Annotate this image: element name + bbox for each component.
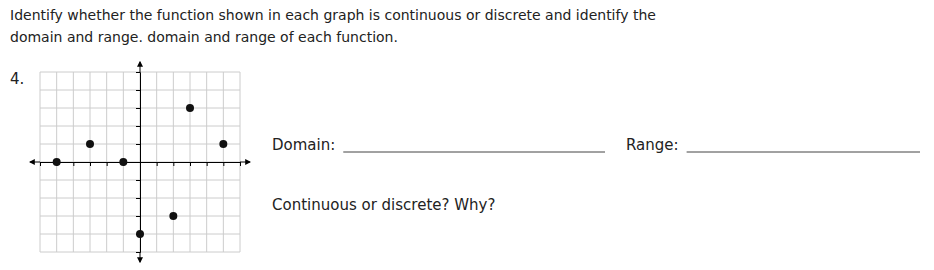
tick xyxy=(107,162,108,166)
tick xyxy=(136,72,140,73)
domain-label: Domain: xyxy=(272,136,335,154)
tick xyxy=(136,126,140,127)
points xyxy=(53,104,228,238)
tick-mark xyxy=(136,162,140,163)
point xyxy=(186,104,194,112)
tick xyxy=(173,162,174,166)
answer-line xyxy=(687,152,920,153)
point xyxy=(86,140,94,148)
tick xyxy=(40,162,41,166)
tick-mark xyxy=(136,180,140,181)
y-axis xyxy=(136,73,141,253)
tick-mark xyxy=(107,162,108,166)
point xyxy=(53,158,61,166)
tick xyxy=(136,108,140,109)
tick-mark xyxy=(90,162,91,166)
tick-mark xyxy=(136,198,140,199)
tick-mark xyxy=(173,162,174,166)
point xyxy=(136,230,144,238)
tick xyxy=(136,90,140,91)
tick xyxy=(207,162,208,166)
axis-arrow xyxy=(140,62,141,72)
tick-mark xyxy=(223,162,224,166)
tick xyxy=(136,162,140,163)
tick xyxy=(73,162,74,166)
tick xyxy=(157,162,158,166)
plot-area xyxy=(30,62,250,262)
axis-line xyxy=(136,73,141,253)
tick xyxy=(223,162,224,166)
question-label: Continuous or discrete? Why? xyxy=(272,196,495,214)
tick-mark xyxy=(136,216,140,217)
tick-mark xyxy=(136,126,140,127)
tick xyxy=(136,252,140,253)
tick-mark xyxy=(40,162,41,166)
range-label: Range: xyxy=(626,136,679,154)
answer-line xyxy=(343,152,605,153)
point xyxy=(219,140,227,148)
chart-root: Identify whether the function shown in e… xyxy=(0,0,934,270)
axis-arrows xyxy=(30,62,250,262)
subtitle: domain and range. domain and range of ea… xyxy=(10,29,398,45)
tick-mark xyxy=(136,108,140,109)
tick xyxy=(90,162,91,166)
tick-mark xyxy=(136,72,140,73)
tick xyxy=(190,162,191,166)
tick xyxy=(136,198,140,199)
tick-mark xyxy=(136,90,140,91)
tick xyxy=(136,144,140,145)
title: Identify whether the function shown in e… xyxy=(10,7,656,23)
tick-mark xyxy=(136,252,140,253)
tick xyxy=(136,180,140,181)
axis-arrow xyxy=(240,162,250,163)
tick xyxy=(240,162,241,166)
problem-number: 4. xyxy=(10,70,24,88)
point xyxy=(169,212,177,220)
grid xyxy=(40,72,240,252)
axis-arrow xyxy=(140,252,141,262)
tick-mark xyxy=(190,162,191,166)
point xyxy=(119,158,127,166)
tick-mark xyxy=(136,144,140,145)
tick-mark xyxy=(240,162,241,166)
tick-mark xyxy=(73,162,74,166)
axis-arrow xyxy=(30,162,40,163)
tick-mark xyxy=(207,162,208,166)
tick xyxy=(136,216,140,217)
tick-mark xyxy=(157,162,158,166)
